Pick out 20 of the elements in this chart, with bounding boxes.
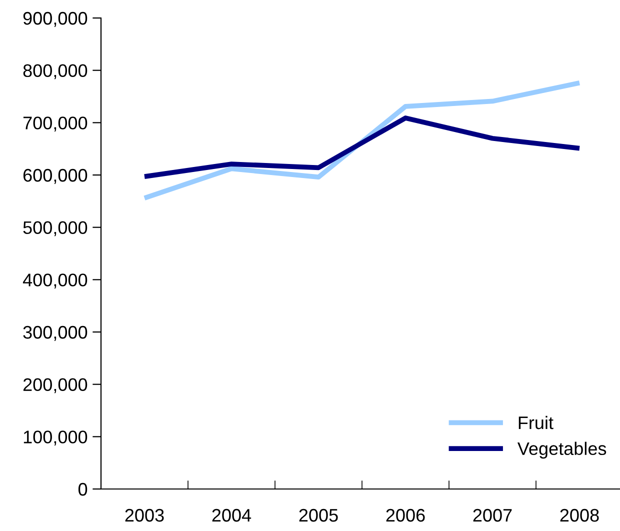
y-tick-label: 0 <box>78 482 88 496</box>
x-tick-label: 2005 <box>299 508 338 522</box>
x-tick-label: 2004 <box>212 508 252 522</box>
legend-label: Fruit <box>518 416 554 430</box>
line-series <box>142 116 582 179</box>
y-tick-label: 600,000 <box>23 168 88 184</box>
legend-label: Vegetables <box>517 442 606 459</box>
x-tick-label: 2008 <box>560 508 599 522</box>
y-tick-label: 400,000 <box>22 274 88 289</box>
y-tick-label: 300,000 <box>23 326 88 341</box>
x-tick-label: 2003 <box>125 508 164 522</box>
y-tick-label: 900,000 <box>23 12 88 27</box>
x-tick-label: 2006 <box>386 508 425 522</box>
y-tick-label: 700,000 <box>23 116 88 132</box>
x-tick-label: 2007 <box>473 508 512 522</box>
y-tick-label: 100,000 <box>24 430 88 446</box>
y-tick-label: 800,000 <box>23 64 88 80</box>
y-tick-label: 200,000 <box>23 378 88 394</box>
line-series <box>142 80 582 200</box>
y-tick-label: 500,000 <box>23 221 88 236</box>
